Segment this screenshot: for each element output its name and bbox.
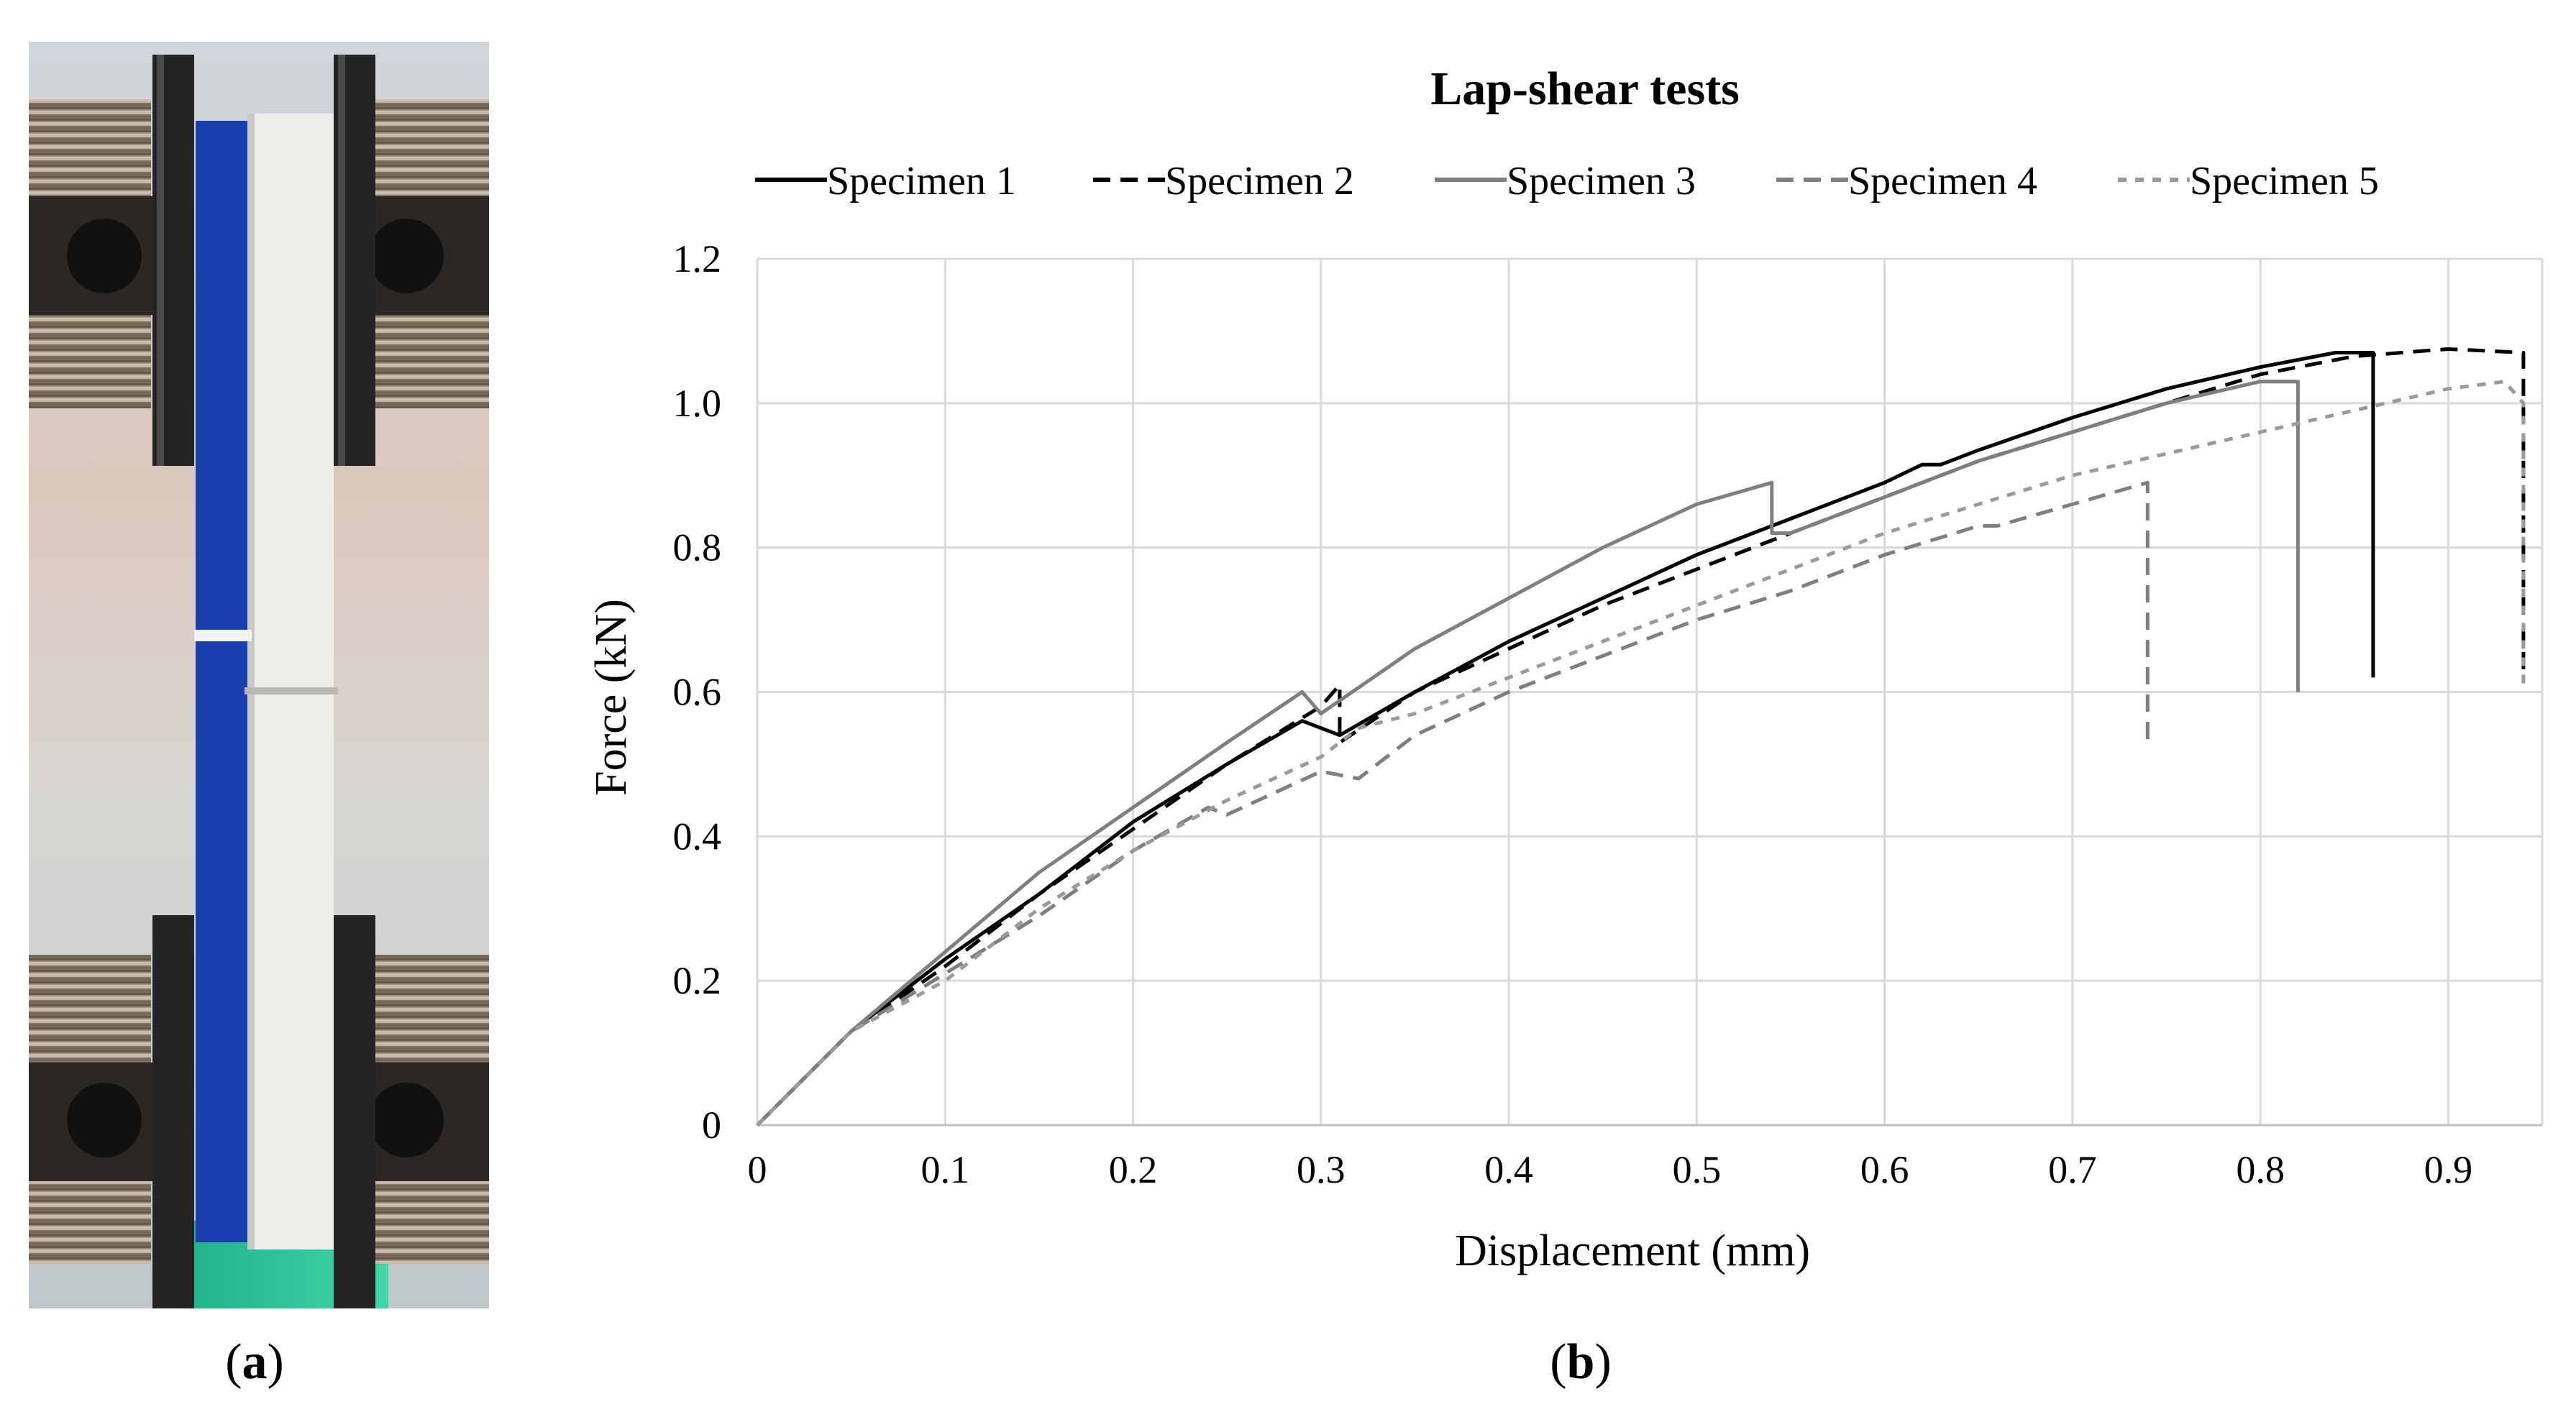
x-tick-label: 0 <box>748 1148 767 1191</box>
grid <box>757 257 2544 1125</box>
y-tick-label: 0.8 <box>673 526 722 569</box>
top-left-plate-highlight <box>157 55 164 466</box>
legend-label-specimen-5: Specimen 5 <box>2190 159 2379 203</box>
series-line-specimen-2 <box>756 347 2526 1127</box>
legend: Specimen 1 Specimen 2 Specimen 3 Specimen 4… <box>755 159 2379 203</box>
series-line-specimen-1 <box>756 351 2375 1127</box>
series-lines <box>756 347 2526 1127</box>
x-tick-label: 0.5 <box>1673 1148 1722 1191</box>
panel-label-a-letter: a <box>242 1334 268 1390</box>
white-adherend-edge <box>247 114 255 1249</box>
legend-label-specimen-2: Specimen 2 <box>1165 159 1354 203</box>
top-right-pin <box>369 219 444 293</box>
x-tick-label: 0.2 <box>1109 1148 1158 1191</box>
panel-label-b-letter: b <box>1566 1334 1595 1390</box>
x-tick-label: 0.6 <box>1860 1148 1909 1191</box>
bottom-left-grip-plate <box>152 915 194 1308</box>
lap-shear-specimen-photo <box>29 42 489 1308</box>
blue-adherend <box>196 121 247 1242</box>
white-adherend-break <box>245 687 338 694</box>
legend-label-specimen-4: Specimen 4 <box>1848 159 2037 203</box>
chart-container: 0 0.1 0.2 0.3 0.4 0.5 0.6 0.7 0.8 0.9 0 0.2 0.4 0.6 0.… <box>532 29 2576 1323</box>
x-axis-label: Displacement (mm) <box>1455 1226 1810 1275</box>
y-tick-label: 0 <box>702 1104 721 1147</box>
x-tick-label: 0.7 <box>2048 1148 2097 1191</box>
y-tick-label: 1.2 <box>673 237 722 280</box>
y-tick-label: 0.4 <box>673 815 722 858</box>
white-adherend <box>247 114 334 1249</box>
blue-adherend-break <box>194 630 252 641</box>
lap-shear-specimen-photo-icon <box>29 42 489 1308</box>
chart-title: Lap-shear tests <box>1430 63 1740 115</box>
axes: 0 0.1 0.2 0.3 0.4 0.5 0.6 0.7 0.8 0.9 0 0.2 0.4 0.6 0.… <box>673 237 2542 1191</box>
series-line-specimen-4 <box>756 480 2150 1127</box>
series-line-specimen-3 <box>756 380 2300 1127</box>
panel-label-a: (a) <box>225 1334 284 1390</box>
x-tick-label: 0.9 <box>2424 1148 2473 1191</box>
y-axis-label: Force (kN) <box>587 599 636 796</box>
top-left-pin <box>67 219 142 293</box>
bottom-left-pin <box>67 1083 142 1157</box>
panel-label-b: (b) <box>1550 1334 1612 1390</box>
legend-label-specimen-1: Specimen 1 <box>827 159 1016 203</box>
legend-label-specimen-3: Specimen 3 <box>1507 159 1696 203</box>
x-tick-label: 0.3 <box>1297 1148 1346 1191</box>
top-right-plate-highlight <box>338 55 345 466</box>
y-tick-label: 0.6 <box>673 671 722 714</box>
series-line-specimen-5 <box>756 380 2526 1127</box>
bottom-right-pin <box>369 1083 444 1157</box>
x-tick-label: 0.4 <box>1484 1148 1533 1191</box>
y-tick-label: 0.2 <box>673 959 722 1002</box>
line-chart: 0 0.1 0.2 0.3 0.4 0.5 0.6 0.7 0.8 0.9 0 0.2 0.4 0.6 0.… <box>587 63 2544 1275</box>
x-tick-label: 0.8 <box>2236 1148 2285 1191</box>
y-tick-label: 1.0 <box>673 382 722 425</box>
bottom-right-grip-plate <box>334 915 375 1308</box>
x-tick-label: 0.1 <box>921 1148 970 1191</box>
